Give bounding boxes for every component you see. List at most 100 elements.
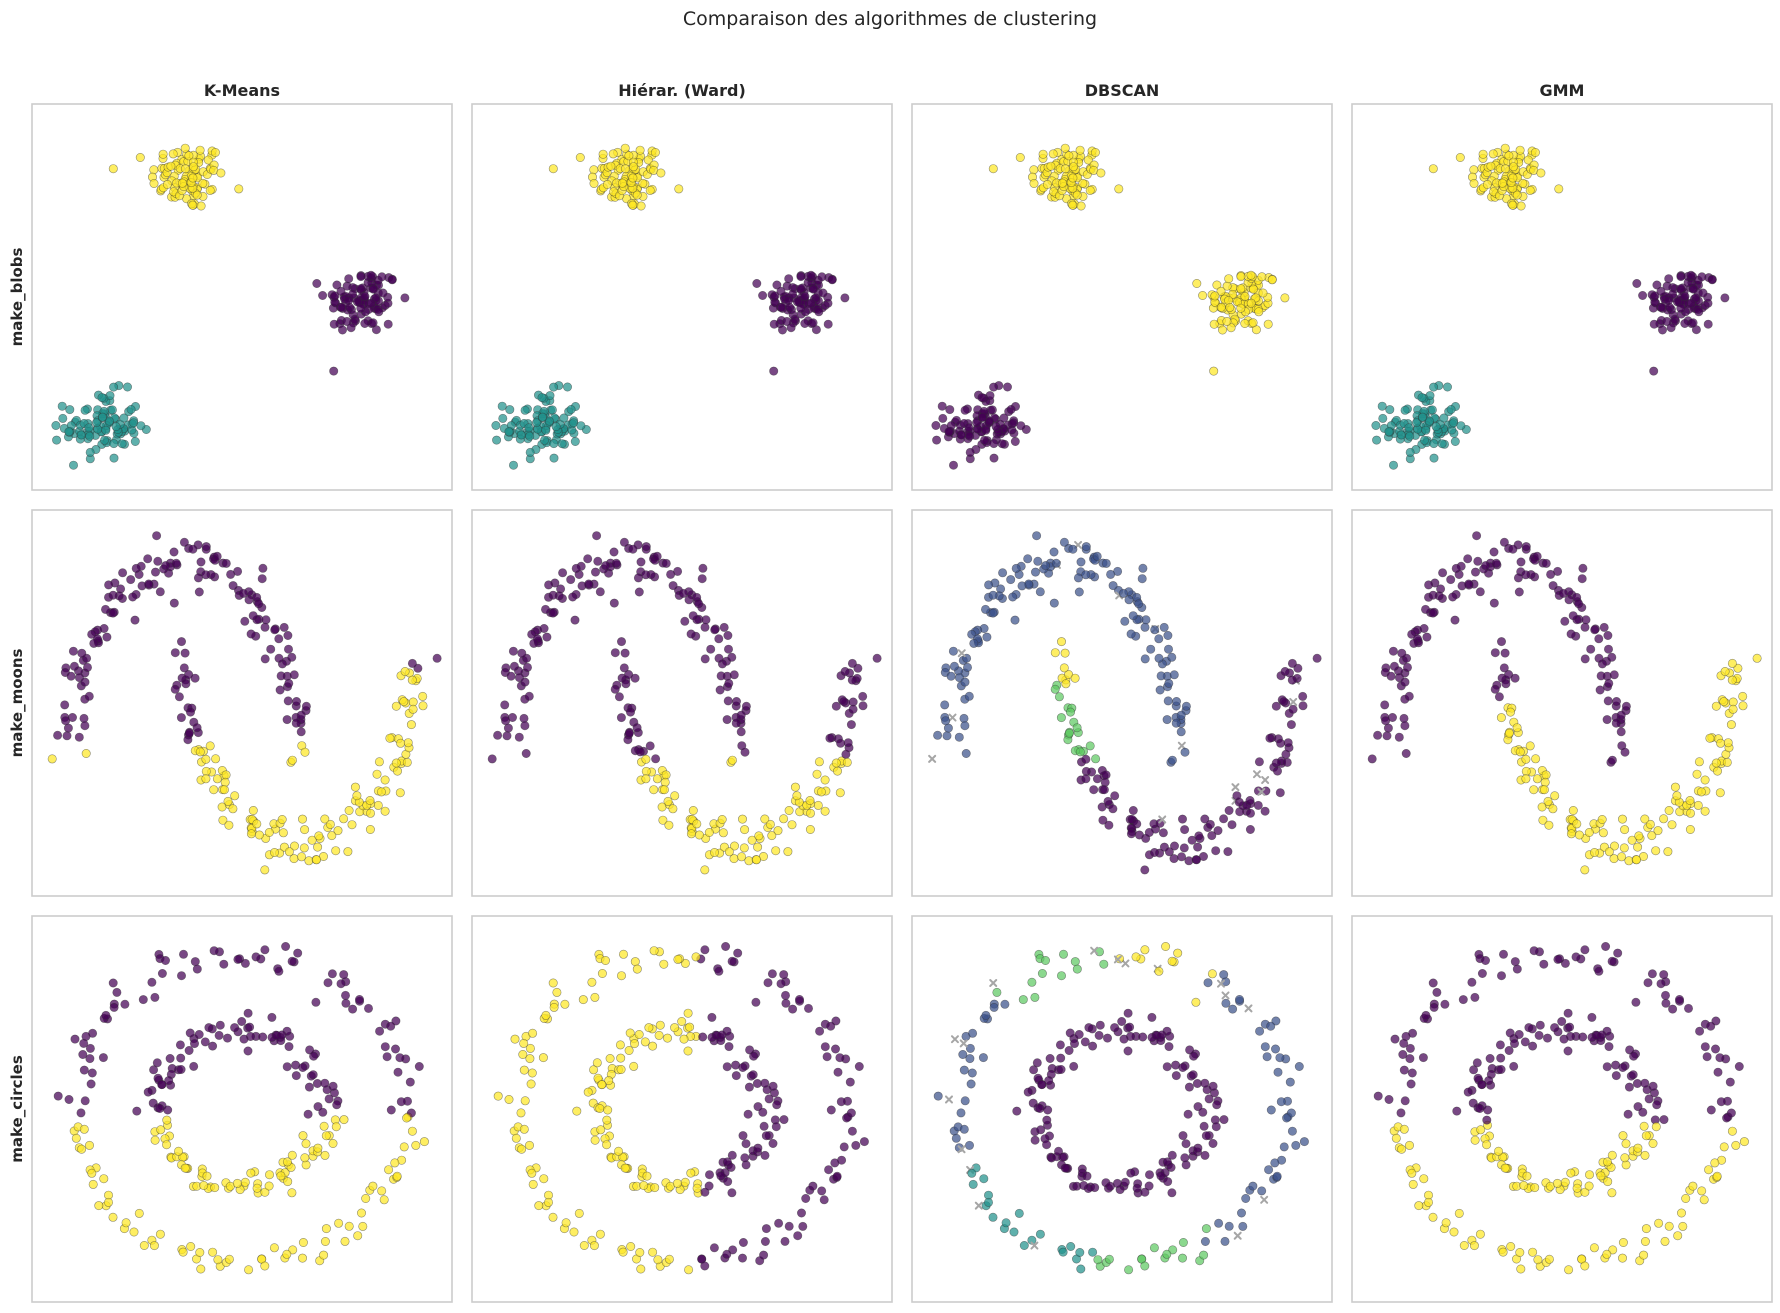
data-point [1367,754,1377,764]
data-point [569,1227,579,1237]
data-point [1204,1094,1214,1104]
data-point [1651,846,1661,856]
data-point [1587,1012,1597,1022]
data-point [221,558,231,568]
data-point [817,1186,827,1196]
data-point [1521,774,1531,784]
data-point [661,770,671,780]
data-point [654,1030,664,1040]
data-point [1214,1218,1224,1228]
data-point [670,791,680,801]
data-point [740,825,750,835]
data-point [1638,290,1648,300]
data-point [836,1097,846,1107]
data-point [1734,1062,1744,1072]
data-point [108,164,118,174]
data-point [551,422,561,432]
data-point [1656,979,1666,989]
row-label-circles: make_circles [8,1055,26,1163]
data-point [234,184,244,194]
data-point [1280,293,1290,303]
data-point [618,1247,628,1257]
data-point [1177,852,1187,862]
data-point [296,727,306,737]
data-point [1095,1020,1105,1030]
data-point [1203,978,1213,988]
data-point [772,280,782,290]
data-point [1123,1046,1133,1056]
data-point [1607,1150,1617,1160]
data-point [1518,178,1528,188]
data-point [835,1053,845,1063]
data-point [1654,1218,1664,1228]
data-point [1144,827,1154,837]
data-point [723,644,733,654]
data-point [1497,637,1507,647]
data-point [269,847,279,857]
data-point [1485,1054,1495,1064]
data-point [525,1054,535,1064]
data-point [1227,820,1237,830]
data-point [518,1050,528,1060]
data-point [1508,200,1518,210]
data-point [1486,161,1496,171]
data-point [686,629,696,639]
data-point [590,1135,600,1145]
data-point [668,581,678,591]
data-point [709,847,719,857]
data-point [1390,1034,1400,1044]
data-point [1686,808,1696,818]
data-point [729,670,739,680]
data-point [243,1046,253,1056]
data-point [1560,616,1570,626]
data-point [1621,701,1631,711]
data-point [1120,1177,1130,1187]
data-point [1726,720,1736,730]
panel-make_moons-1 [31,509,453,897]
data-point [1138,563,1148,573]
data-point [1716,738,1726,748]
data-point [587,977,597,987]
data-point [1598,828,1608,838]
data-point [1580,1187,1590,1197]
data-point [1110,1023,1120,1033]
data-point [1727,675,1737,685]
data-point [1620,825,1630,835]
data-point [1312,653,1322,663]
data-point [812,769,822,779]
data-point [1164,678,1174,688]
data-point [366,298,376,308]
data-point [1169,670,1179,680]
data-point [1082,1171,1092,1181]
data-point [642,1171,652,1181]
data-point [1539,785,1549,795]
data-point [634,587,644,597]
data-point [1713,766,1723,776]
data-point [604,1076,614,1086]
data-point [1432,987,1442,997]
data-point [1580,945,1590,955]
data-point [1167,652,1177,662]
data-point [1662,316,1672,326]
data-point [155,587,165,597]
data-point [1585,1170,1595,1180]
data-point [1101,770,1111,780]
data-point [1123,1008,1133,1018]
data-point [1457,581,1467,591]
data-point [1106,569,1116,579]
data-point [88,1028,98,1038]
data-point [547,405,557,415]
data-point [320,1237,330,1247]
data-point [162,1140,172,1150]
data-point [1384,427,1394,437]
data-point [508,646,518,656]
data-point [840,666,850,676]
data-point [519,1038,529,1048]
data-point [311,997,321,1007]
col-title-gmm: GMM [1540,81,1585,100]
data-point [959,1124,969,1134]
data-point [960,1096,970,1106]
data-point [1048,149,1058,159]
data-point [157,968,167,978]
data-point [650,1183,660,1193]
